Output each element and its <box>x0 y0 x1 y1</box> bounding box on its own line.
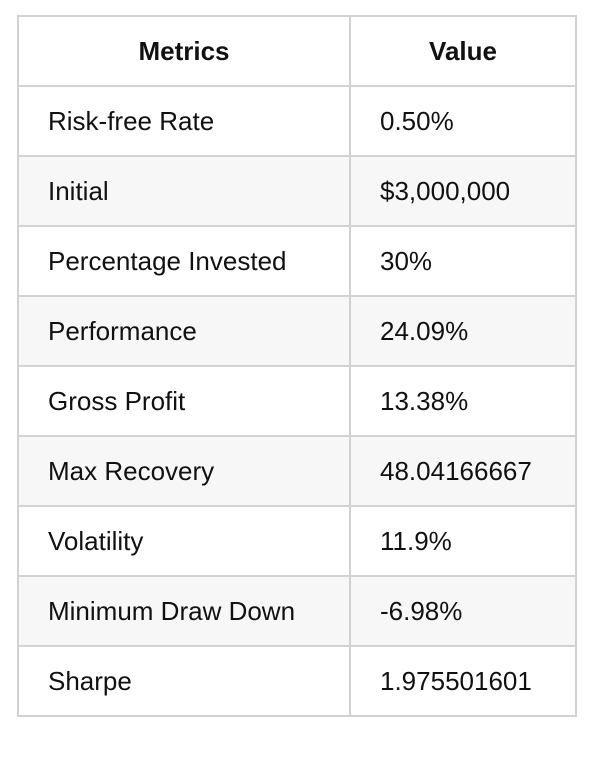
metric-name-cell: Gross Profit <box>17 365 351 437</box>
metrics-table-container: Metrics Value Risk-free Rate 0.50% Initi… <box>17 15 577 717</box>
metric-name-cell: Performance <box>17 295 351 367</box>
metric-name-cell: Percentage Invested <box>17 225 351 297</box>
table-row: Max Recovery 48.04166667 <box>17 435 577 507</box>
metrics-column-header: Metrics <box>17 15 351 87</box>
metric-name-cell: Risk-free Rate <box>17 85 351 157</box>
metric-value-cell: 11.9% <box>349 505 577 577</box>
metric-value-cell: 24.09% <box>349 295 577 367</box>
metric-name-cell: Minimum Draw Down <box>17 575 351 647</box>
table-row: Initial $3,000,000 <box>17 155 577 227</box>
metric-value-cell: $3,000,000 <box>349 155 577 227</box>
metric-name-cell: Volatility <box>17 505 351 577</box>
metric-value-cell: 0.50% <box>349 85 577 157</box>
table-row: Percentage Invested 30% <box>17 225 577 297</box>
table-row: Volatility 11.9% <box>17 505 577 577</box>
metric-value-cell: 48.04166667 <box>349 435 577 507</box>
metric-value-cell: 13.38% <box>349 365 577 437</box>
table-row: Performance 24.09% <box>17 295 577 367</box>
metric-name-cell: Sharpe <box>17 645 351 717</box>
table-header-row: Metrics Value <box>17 15 577 87</box>
table-row: Gross Profit 13.38% <box>17 365 577 437</box>
metric-name-cell: Initial <box>17 155 351 227</box>
metric-name-cell: Max Recovery <box>17 435 351 507</box>
metrics-table: Metrics Value Risk-free Rate 0.50% Initi… <box>17 15 577 717</box>
metric-value-cell: -6.98% <box>349 575 577 647</box>
table-row: Sharpe 1.975501601 <box>17 645 577 717</box>
metric-value-cell: 1.975501601 <box>349 645 577 717</box>
value-column-header: Value <box>349 15 577 87</box>
table-row: Risk-free Rate 0.50% <box>17 85 577 157</box>
table-row: Minimum Draw Down -6.98% <box>17 575 577 647</box>
metric-value-cell: 30% <box>349 225 577 297</box>
